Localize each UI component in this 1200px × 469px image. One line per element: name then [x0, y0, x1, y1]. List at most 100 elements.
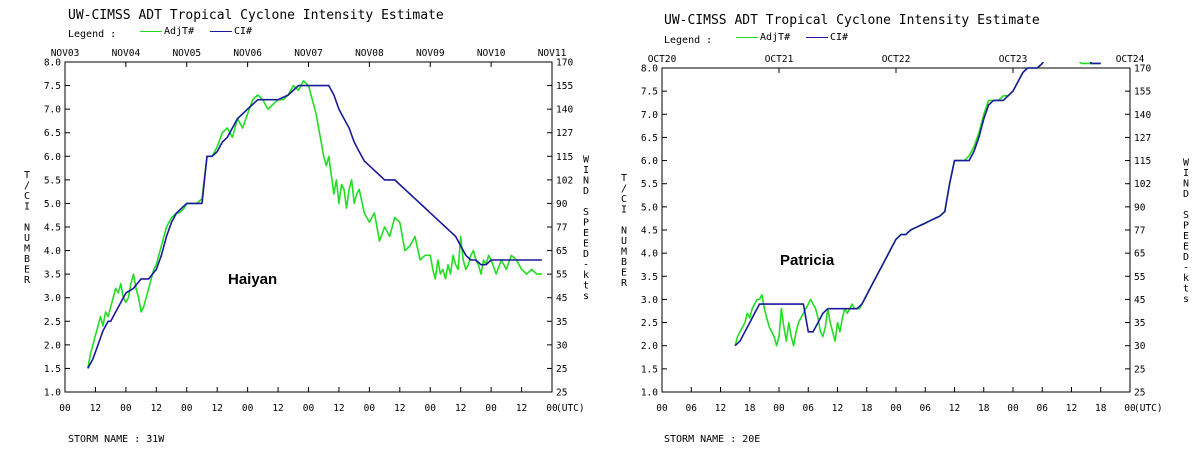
legend-text-ci: CI# [830, 32, 849, 43]
haiyan-chart-svg: 1.0 25 1.5 25 2.0 30 2.5 35 3.0 45 3.5 55 4.0 65 4.5 77… [24, 48, 590, 414]
legend-label: Legend : [68, 29, 117, 40]
legend-item-ci: CI# [210, 26, 252, 37]
series-line-ci [734, 62, 1101, 347]
x-tick-label: 18 [861, 403, 873, 414]
y-tick-label: 2.0 [44, 340, 61, 351]
y-tick-label: 1.0 [44, 388, 61, 399]
chart-title: UW-CIMSS ADT Tropical Cyclone Intensity … [68, 8, 444, 23]
y2-tick-label: 115 [1134, 156, 1151, 167]
y-tick-label: 4.5 [44, 223, 61, 234]
y2-tick-label: 140 [1134, 110, 1151, 121]
date-label: NOV04 [112, 48, 141, 59]
date-label: NOV03 [51, 48, 80, 59]
y2-tick-label: 155 [1134, 87, 1151, 98]
y2-tick-label: 77 [556, 223, 567, 234]
y-tick-label: 2.5 [641, 318, 658, 329]
x-tick-label: 12 [394, 403, 405, 414]
y-tick-label: 5.0 [44, 199, 61, 210]
y-tick-label: 3.5 [44, 270, 61, 281]
y2-tick-label: 170 [1134, 64, 1151, 75]
plot-frame [661, 67, 1131, 393]
y-tick-label: 4.0 [44, 246, 61, 257]
x-tick-label: 18 [978, 403, 990, 414]
legend-text-adjt: AdjT# [760, 32, 791, 43]
y2-tick-label: 90 [556, 199, 568, 210]
x-tick-label: 18 [744, 403, 756, 414]
x-tick-label: 00 [485, 403, 497, 414]
x-tick-label: 00 [425, 403, 437, 414]
y2-tick-label: 25 [1134, 364, 1145, 375]
y-tick-label: 8.0 [641, 64, 658, 75]
legend-text-ci: CI# [234, 26, 253, 37]
y2-tick-label: 30 [556, 340, 568, 351]
y2-tick-label: 90 [1134, 202, 1146, 213]
legend-text-adjt: AdjT# [164, 26, 195, 37]
y2-tick-label: 77 [1134, 226, 1145, 237]
date-label: OCT20 [648, 54, 677, 65]
x-tick-label: 00 [546, 403, 558, 414]
x-tick-label: 00 [890, 403, 902, 414]
x-tick-label: 12 [90, 403, 101, 414]
legend-item-adjt: AdjT# [140, 26, 194, 37]
y2-tick-label: 25 [1134, 388, 1145, 399]
date-label: NOV10 [477, 48, 506, 59]
patricia-chart-svg: 1.0 25 1.5 25 2.0 30 2.5 35 3.0 45 3.5 55 4.0 65 4.5 77… [621, 54, 1190, 414]
y-tick-label: 7.5 [44, 81, 61, 92]
y-tick-label: 1.5 [44, 364, 61, 375]
series-line-ci [87, 84, 542, 369]
y2-tick-label: 25 [556, 364, 567, 375]
date-label: OCT23 [999, 54, 1028, 65]
date-label: NOV09 [416, 48, 445, 59]
y-tick-label: 3.5 [641, 272, 658, 283]
y-tick-label: 5.0 [641, 202, 658, 213]
y-tick-label: 6.5 [641, 133, 658, 144]
y2-tick-label: 45 [1134, 295, 1145, 306]
x-tick-label: 12 [211, 403, 222, 414]
y2-tick-label: 170 [556, 58, 573, 69]
chart-title: UW-CIMSS ADT Tropical Cyclone Intensity … [664, 13, 1040, 28]
x-tick-label: 12 [1066, 403, 1077, 414]
y-tick-label: 2.5 [44, 317, 61, 328]
y2-tick-label: 35 [1134, 318, 1145, 329]
y-tick-label: 4.5 [641, 226, 658, 237]
x-axis-label: (UTC) [1134, 403, 1163, 414]
y2-tick-label: 115 [556, 152, 573, 163]
y-tick-label: 6.0 [44, 152, 61, 163]
y2-tick-label: 127 [556, 128, 573, 139]
y2-tick-label: 102 [556, 175, 573, 186]
x-tick-label: 06 [686, 403, 698, 414]
x-tick-label: 00 [364, 403, 376, 414]
date-label: OCT21 [765, 54, 794, 65]
storm-annotation: Haiyan [228, 271, 278, 288]
y-tick-label: 1.0 [641, 388, 658, 399]
x-tick-label: 00 [656, 403, 668, 414]
y2-tick-label: 55 [556, 270, 567, 281]
x-tick-label: 00 [181, 403, 193, 414]
legend-swatch-adjt [736, 36, 758, 38]
y-tick-label: 7.5 [641, 87, 658, 98]
legend-item-ci: CI# [806, 32, 848, 43]
x-tick-label: 00 [773, 403, 785, 414]
x-tick-label: 00 [1124, 403, 1136, 414]
x-tick-label: 12 [272, 403, 283, 414]
y-tick-label: 8.0 [44, 58, 61, 69]
storm-name: STORM NAME : 20E [664, 434, 761, 445]
y2-tick-label: 25 [556, 388, 567, 399]
y-tick-label: 4.0 [641, 249, 658, 260]
x-tick-label: 12 [455, 403, 466, 414]
storm-name: STORM NAME : 31W [68, 434, 165, 445]
x-tick-label: 12 [151, 403, 162, 414]
y-tick-label: 6.5 [44, 128, 61, 139]
chart-panel-haiyan: 1.0 25 1.5 25 2.0 30 2.5 35 3.0 45 3.5 55 4.0 65 4.5 77… [24, 8, 590, 445]
y-tick-label: 6.0 [641, 156, 658, 167]
x-tick-label: 12 [715, 403, 726, 414]
y-tick-label: 5.5 [44, 175, 61, 186]
x-tick-label: 00 [1007, 403, 1019, 414]
date-label: OCT22 [882, 54, 911, 65]
x-tick-label: 12 [832, 403, 843, 414]
legend-swatch-adjt [140, 30, 162, 32]
y2-tick-label: 55 [1134, 272, 1145, 283]
